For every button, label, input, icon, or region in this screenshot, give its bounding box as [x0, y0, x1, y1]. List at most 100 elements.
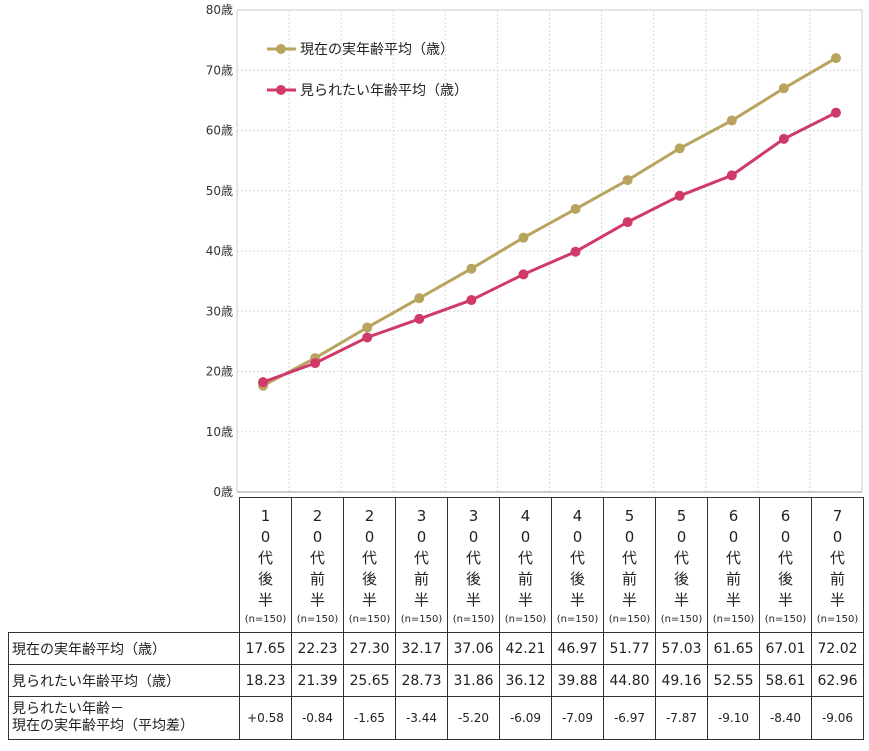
data-point	[518, 232, 529, 243]
value-cell-desired: 58.61	[759, 664, 812, 697]
data-point	[570, 246, 581, 257]
data-point	[674, 143, 685, 154]
y-tick-label: 0歳	[213, 485, 233, 499]
legend-marker-2	[276, 85, 286, 95]
row-label-desired: 見られたい年齢平均（歳）	[8, 664, 240, 697]
data-point	[726, 115, 737, 126]
value-cell-difference: -5.20	[447, 696, 500, 740]
data-point	[414, 293, 425, 304]
data-point	[466, 295, 477, 306]
row-label-difference: 見られたい年齢－ 現在の実年齢平均（平均差）	[8, 696, 240, 740]
value-cell-actual: 51.77	[603, 632, 656, 665]
y-tick-label: 40歳	[206, 244, 233, 258]
value-cell-actual: 32.17	[395, 632, 448, 665]
value-cell-difference: -3.44	[395, 696, 448, 740]
category-header-cell: 7 0 代前半 (n=150)	[811, 497, 864, 633]
value-cell-desired: 49.16	[655, 664, 708, 697]
value-cell-actual: 17.65	[239, 632, 292, 665]
y-tick-label: 70歳	[206, 63, 233, 77]
value-cell-difference: -8.40	[759, 696, 812, 740]
category-header-row: 1 0 代後半 (n=150) 2 0 代前半 (n=150) 2 0 代後半 (n=150) 3 0 代前…	[9, 497, 864, 633]
value-cell-desired: 36.12	[499, 664, 552, 697]
value-cell-actual: 42.21	[499, 632, 552, 665]
value-cell-difference: -9.10	[707, 696, 760, 740]
value-cell-desired: 39.88	[551, 664, 604, 697]
series-line-1	[262, 56, 837, 387]
data-point	[674, 190, 685, 201]
value-cell-actual: 67.01	[759, 632, 812, 665]
series-line-2	[262, 111, 837, 384]
value-cell-desired: 28.73	[395, 664, 448, 697]
value-cell-difference: -6.97	[603, 696, 656, 740]
value-cell-desired: 18.23	[239, 664, 292, 697]
data-point	[726, 170, 737, 181]
series-2	[258, 107, 841, 388]
legend-label-1: 現在の実年齢平均（歳）	[300, 42, 454, 58]
sample-size-label: (n=150)	[348, 614, 391, 625]
data-point	[778, 133, 789, 144]
value-cell-difference: -6.09	[499, 696, 552, 740]
value-cell-difference: -9.06	[811, 696, 864, 740]
value-cell-actual: 72.02	[811, 632, 864, 665]
value-cell-difference: -1.65	[343, 696, 396, 740]
data-point	[414, 313, 425, 324]
value-cell-desired: 25.65	[343, 664, 396, 697]
y-tick-label: 20歳	[206, 365, 233, 379]
sample-size-label: (n=150)	[764, 614, 807, 625]
legend-label-2: 見られたい年齢平均（歳）	[300, 83, 468, 99]
y-tick-label: 10歳	[206, 425, 233, 439]
y-axis-ticks: 0歳 10歳 20歳 30歳 40歳 50歳 60歳 70歳 80歳	[206, 3, 233, 499]
value-cell-difference: +0.58	[239, 696, 292, 740]
data-point	[830, 53, 841, 64]
value-cell-desired: 52.55	[707, 664, 760, 697]
sample-size-label: (n=150)	[244, 614, 287, 625]
data-point	[622, 217, 633, 228]
value-cell-actual: 27.30	[343, 632, 396, 665]
sample-size-label: (n=150)	[660, 614, 703, 625]
value-cell-desired: 21.39	[291, 664, 344, 697]
category-header-cell: 6 0 代後半 (n=150)	[759, 497, 812, 633]
chart-legend: 現在の実年齢平均（歳） 見られたい年齢平均（歳）	[267, 42, 468, 99]
category-header-cell: 2 0 代後半 (n=150)	[343, 497, 396, 633]
data-point	[362, 332, 373, 343]
data-point	[778, 83, 789, 94]
table-row-difference: 見られたい年齢－ 現在の実年齢平均（平均差） +0.58 -0.84 -1.65 -3…	[8, 696, 864, 740]
category-header-cell: 6 0 代前半 (n=150)	[707, 497, 760, 633]
value-cell-actual: 22.23	[291, 632, 344, 665]
diff-label-line1: 見られたい年齢－	[12, 701, 124, 717]
y-tick-label: 80歳	[206, 3, 233, 17]
table-corner	[9, 498, 240, 633]
sample-size-label: (n=150)	[296, 614, 339, 625]
table-row-actual: 現在の実年齢平均（歳） 17.65 22.23 27.30 32.17 37.06 42.…	[8, 632, 864, 665]
sample-size-label: (n=150)	[608, 614, 651, 625]
value-cell-desired: 31.86	[447, 664, 500, 697]
data-point	[362, 322, 373, 333]
y-tick-label: 50歳	[206, 184, 233, 198]
category-header-cell: 2 0 代前半 (n=150)	[291, 497, 344, 633]
series-1	[258, 53, 841, 391]
chart-grid	[236, 9, 863, 493]
value-cell-desired: 62.96	[811, 664, 864, 697]
data-table: 1 0 代後半 (n=150) 2 0 代前半 (n=150) 2 0 代後半 (n=150) 3 0 代前…	[8, 497, 864, 740]
legend-marker-1	[276, 44, 286, 54]
sample-size-label: (n=150)	[712, 614, 755, 625]
sample-size-label: (n=150)	[400, 614, 443, 625]
data-point	[830, 107, 841, 118]
series-layer	[258, 53, 841, 391]
data-point	[622, 175, 633, 186]
data-point	[466, 263, 477, 274]
value-cell-actual: 46.97	[551, 632, 604, 665]
y-tick-label: 30歳	[206, 304, 233, 318]
category-header-cell: 3 0 代前半 (n=150)	[395, 497, 448, 633]
value-cell-difference: -7.87	[655, 696, 708, 740]
